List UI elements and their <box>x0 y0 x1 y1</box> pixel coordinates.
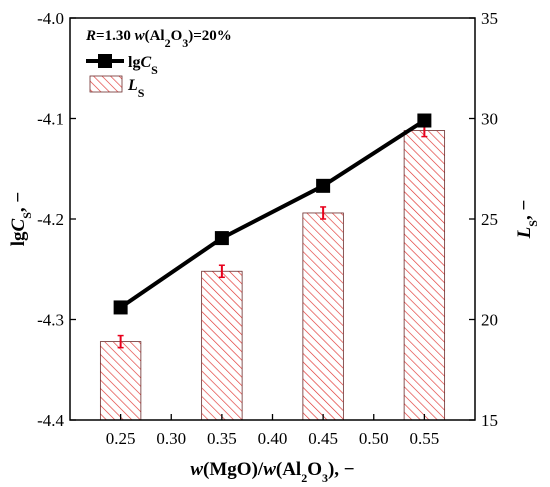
y-right-axis-title: LS, − <box>514 200 540 240</box>
x-tick-label-5: 0.50 <box>359 429 389 448</box>
error-bar-1 <box>218 264 225 279</box>
lgcs-marker-2 <box>316 178 331 193</box>
y-right-tick-label-1: 20 <box>481 311 498 330</box>
error-bar-0 <box>117 334 124 349</box>
x-tick-label-0: 0.25 <box>106 429 136 448</box>
legend-item-ls: LS <box>89 75 145 100</box>
legend-label-lgcs: lgCS <box>128 54 158 77</box>
y-left-tick-label-4: -4.4 <box>37 411 64 430</box>
legend-item-lgcs: lgCS <box>86 54 158 77</box>
lgcs-marker-3 <box>417 113 432 128</box>
lgcs-marker-0 <box>113 300 128 315</box>
x-tick-label-2: 0.35 <box>207 429 237 448</box>
legend-square-marker <box>98 54 112 68</box>
y-right-tick-label-0: 15 <box>481 411 498 430</box>
y-right-tick-label-4: 35 <box>481 9 498 28</box>
x-axis-title: w(MgO)/w(Al2O3), − <box>190 459 354 485</box>
bar-ls-1 <box>201 270 243 421</box>
x-tick-label-6: 0.55 <box>410 429 440 448</box>
x-tick-label-3: 0.40 <box>258 429 288 448</box>
bar-ls-0 <box>99 341 142 421</box>
y-left-tick-label-1: -4.1 <box>37 110 64 129</box>
y-left-tick-label-2: -4.2 <box>37 210 64 229</box>
x-tick-label-1: 0.30 <box>156 429 186 448</box>
bar-ls-3 <box>403 130 446 421</box>
lgcs-marker-1 <box>214 231 229 246</box>
legend-label-ls: LS <box>127 77 145 100</box>
y-left-tick-label-0: -4.0 <box>37 9 64 28</box>
y-left-tick-label-3: -4.3 <box>37 311 64 330</box>
legend-hatch-swatch <box>89 75 123 93</box>
lgcs-line <box>119 118 426 310</box>
y-left-axis-title: lgCS, − <box>8 192 34 246</box>
condition-annotation: R=1.30 w(Al2O3)=20% <box>85 28 232 50</box>
axis-ticks: 0.25 0.30 0.35 0.40 0.45 0.50 0.55 -4.0 -4.1 -4.2… <box>37 9 498 448</box>
line-series <box>113 113 432 315</box>
y-right-tick-label-3: 30 <box>481 110 498 129</box>
axis-labels: w(MgO)/w(Al2O3), − lgCS, − LS, − R=1.30 w(A… <box>8 28 540 485</box>
y-right-tick-label-2: 25 <box>481 210 498 229</box>
x-tick-label-4: 0.45 <box>308 429 338 448</box>
bar-series <box>99 123 446 421</box>
bar-ls-2 <box>302 212 344 421</box>
error-bar-2 <box>320 206 327 220</box>
